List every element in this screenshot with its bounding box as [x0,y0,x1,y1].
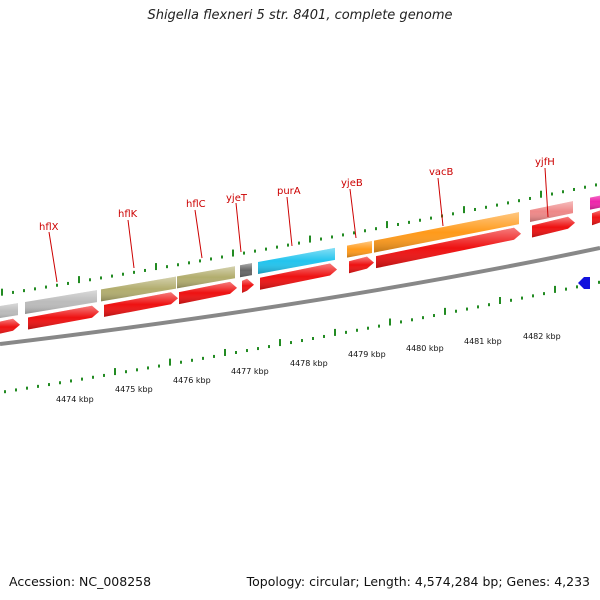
gene-label-hflC: hflC [186,199,206,259]
kbp-label: 4477 kbp [231,367,269,376]
cds-track [0,210,600,334]
cds-shade [349,256,374,274]
gene-label-hflK: hflK [118,209,138,269]
cds-shade [532,216,575,238]
svg-text:vacB: vacB [429,167,454,178]
cds-shade [104,292,178,317]
kbp-label: 4480 kbp [406,344,444,353]
map-title: Shigella flexneri 5 str. 8401, complete … [147,8,453,23]
kbp-label: 4479 kbp [348,350,386,359]
feature-shade [0,303,18,318]
feature-shade [530,201,573,222]
svg-text:hflK: hflK [118,209,138,220]
cds-shade [376,227,521,269]
feature-shade [374,212,519,253]
svg-text:hflC: hflC [186,199,206,210]
feature-track [0,195,600,318]
cds-shade [179,281,237,305]
kbp-label: 4482 kbp [523,332,561,341]
kbp-label: 4481 kbp [464,337,502,346]
kbp-label: 4474 kbp [56,395,94,404]
gene-labels: hflX hflK hflC yjeT purA yjeB vacB yjfH [39,157,555,283]
kbp-label: 4478 kbp [290,359,328,368]
kbp-scale-labels: 4474 kbp 4475 kbp 4476 kbp 4477 kbp 4478… [56,332,561,404]
cds-shade [0,318,20,334]
svg-text:purA: purA [277,186,301,197]
gene-label-purA: purA [277,186,301,247]
genome-backbone [0,246,600,346]
cds-shade [242,278,254,293]
topology-text: Topology: circular; Length: 4,574,284 bp… [246,574,590,589]
svg-text:yjeB: yjeB [341,178,363,189]
cds-shade [592,210,600,226]
gene-label-vacB: vacB [429,167,454,227]
kbp-label: 4476 kbp [173,376,211,385]
svg-text:yjeT: yjeT [226,193,248,204]
feature-shade [347,240,372,258]
gene-label-yjeT: yjeT [226,193,248,253]
feature-shade [25,290,97,314]
cds-shade [260,263,337,290]
feature-shade [177,266,235,289]
feature-shade [101,276,176,302]
feature-shade [590,195,600,210]
accession-text: Accession: NC_008258 [9,574,152,589]
reverse-cds-arrow [578,277,590,289]
outer-tick-ring [1,183,597,296]
feature-shade [240,263,252,278]
cds-shade [28,305,99,330]
gene-label-yjeB: yjeB [341,178,363,239]
kbp-label: 4475 kbp [115,385,153,394]
feature-shade [258,247,335,275]
gene-label-yjfH: yjfH [535,157,555,218]
inner-tick-ring [4,280,600,394]
svg-text:hflX: hflX [39,222,59,233]
gene-label-hflX: hflX [39,222,59,283]
svg-text:yjfH: yjfH [535,157,555,168]
